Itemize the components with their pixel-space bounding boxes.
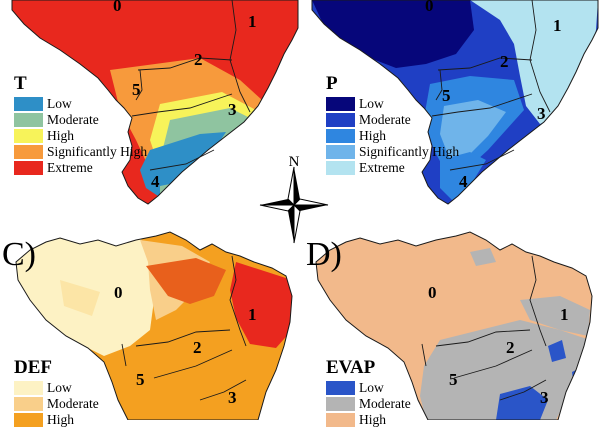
legend-swatch [14, 113, 43, 127]
legend-title: DEF [14, 357, 52, 378]
legend-swatch [14, 161, 43, 175]
legend-item: High [14, 412, 99, 428]
legend-swatch [326, 129, 355, 143]
legend-swatch [14, 97, 43, 111]
legend-item: Moderate [14, 396, 99, 412]
legend-swatch [14, 145, 43, 159]
legend-swatch [326, 97, 355, 111]
legend-item: Moderate [326, 396, 411, 412]
legend-def: DEF Low Moderate High [14, 358, 99, 428]
legend-label: Moderate [359, 396, 411, 411]
region-number-b-1: 1 [553, 16, 562, 35]
legend-item: Extreme [14, 160, 147, 176]
legend-label: High [47, 412, 74, 427]
legend-swatch [14, 381, 43, 395]
region-number-d-1: 1 [560, 305, 569, 324]
legend-item: High [326, 128, 459, 144]
region-number-a-4: 4 [151, 172, 160, 191]
legend-item: Significantly High [14, 144, 147, 160]
legend-swatch [326, 113, 355, 127]
legend-label: Low [47, 96, 72, 111]
legend-item: High [326, 412, 411, 428]
legend-item: Extreme [326, 160, 459, 176]
region-number-a-5: 5 [132, 80, 141, 99]
region-number-d-3: 3 [540, 388, 549, 407]
region-number-d-0: 0 [428, 283, 437, 302]
legend-swatch [326, 413, 355, 427]
region-number-c-3: 3 [228, 388, 237, 407]
legend-swatch [326, 381, 355, 395]
legend-t: T Low Moderate High Significantly High E… [14, 74, 147, 176]
legend-item: Significantly High [326, 144, 459, 160]
legend-item: Low [14, 380, 99, 396]
legend-label: Moderate [47, 112, 99, 127]
compass-rose-icon [259, 166, 329, 244]
legend-label: Significantly High [47, 144, 148, 159]
region-number-c-0: 0 [114, 283, 123, 302]
legend-swatch [14, 129, 43, 143]
region-number-c-1: 1 [248, 305, 257, 324]
region-number-b-3: 3 [537, 104, 546, 123]
legend-title: P [326, 73, 338, 94]
legend-label: Moderate [47, 396, 99, 411]
legend-label: Significantly High [359, 144, 460, 159]
legend-p: P Low Moderate High Significantly High E… [326, 74, 459, 176]
legend-title: T [14, 73, 27, 94]
panel-label-d: D) [306, 236, 342, 273]
legend-swatch [326, 145, 355, 159]
region-number-d-2: 2 [506, 338, 515, 357]
region-number-a-1: 1 [248, 12, 257, 31]
region-number-b-2: 2 [500, 52, 509, 71]
region-number-a-0: 0 [113, 0, 122, 15]
legend-label: Moderate [359, 112, 411, 127]
legend-item: Low [14, 96, 147, 112]
legend-label: High [359, 128, 386, 143]
map-panel-t [11, 0, 299, 205]
legend-item: Moderate [326, 112, 459, 128]
legend-swatch [14, 397, 43, 411]
map-panel-evap [315, 231, 593, 420]
legend-label: Low [359, 380, 384, 395]
region-number-a-3: 3 [228, 100, 237, 119]
legend-label: High [359, 412, 386, 427]
north-arrow-label: N [289, 154, 300, 170]
legend-swatch [14, 413, 43, 427]
panel-label-c: C) [2, 236, 36, 273]
legend-label: High [47, 128, 74, 143]
region-number-b-5: 5 [442, 86, 451, 105]
map-panel-p [311, 0, 599, 205]
region-number-b-4: 4 [459, 172, 468, 191]
region-number-d-5: 5 [449, 370, 458, 389]
region-number-b-0: 0 [425, 0, 434, 15]
legend-label: Extreme [359, 160, 405, 175]
legend-item: High [14, 128, 147, 144]
legend-label: Extreme [47, 160, 93, 175]
region-number-a-2: 2 [194, 50, 203, 69]
legend-title: EVAP [326, 357, 376, 378]
legend-swatch [326, 161, 355, 175]
legend-label: Low [47, 380, 72, 395]
legend-label: Low [359, 96, 384, 111]
legend-item: Low [326, 380, 411, 396]
region-number-c-2: 2 [193, 338, 202, 357]
map-panel-def [15, 231, 293, 420]
legend-swatch [326, 397, 355, 411]
legend-item: Low [326, 96, 459, 112]
legend-item: Moderate [14, 112, 147, 128]
region-number-c-5: 5 [136, 370, 145, 389]
legend-evap: EVAP Low Moderate High [326, 358, 411, 428]
